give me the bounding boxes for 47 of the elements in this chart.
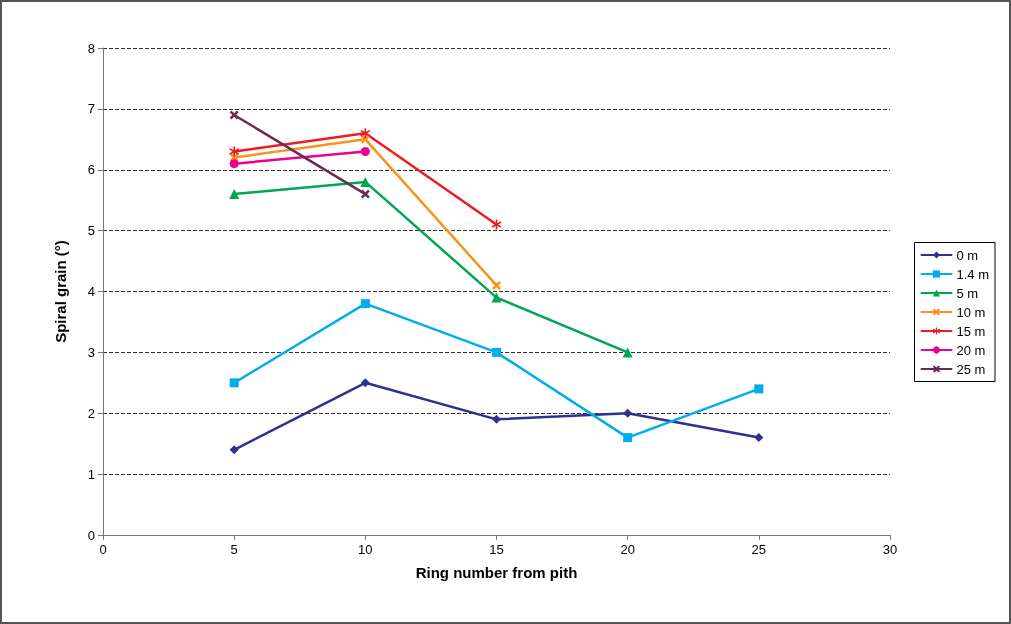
point: [229, 378, 239, 388]
y-tick-label: 0: [87, 527, 95, 543]
point: [360, 146, 370, 156]
y-tick-label: 2: [87, 405, 95, 421]
point: [229, 110, 239, 120]
legend-label: 20 m: [956, 342, 986, 358]
x-tick-label: 25: [751, 542, 767, 557]
x-axis-title: Ring number from pith: [415, 564, 578, 581]
point: [229, 146, 240, 157]
point: [754, 384, 764, 394]
point: [491, 219, 502, 230]
point: [622, 347, 633, 358]
point: [491, 292, 502, 303]
x-tick-label: 30: [882, 542, 898, 557]
x-tick-label: 20: [620, 542, 635, 557]
point: [360, 134, 370, 144]
point: [360, 176, 371, 187]
point: [360, 378, 370, 388]
point: [492, 280, 501, 290]
y-tick-label: 7: [87, 101, 95, 117]
y-axis-title: Spiral grain (°): [52, 240, 69, 343]
point: [754, 433, 764, 443]
legend-label: 1.4 m: [956, 266, 989, 282]
point: [623, 408, 633, 418]
y-tick-label: 5: [87, 223, 95, 239]
point: [360, 189, 370, 199]
point: [229, 159, 239, 169]
legend-label: 5 m: [956, 285, 979, 301]
legend-label: 10 m: [956, 304, 986, 320]
y-tick-label: 1: [87, 466, 95, 482]
x-tick-label: 10: [358, 542, 373, 557]
legend-label: 0 m: [956, 247, 979, 263]
point: [492, 414, 501, 424]
y-tick-label: 8: [87, 40, 95, 56]
point: [229, 189, 240, 200]
point: [623, 433, 633, 443]
y-tick-label: 6: [87, 162, 95, 178]
x-tick-label: 0: [99, 542, 107, 557]
x-tick-label: 15: [489, 542, 504, 557]
x-tick-label: 5: [230, 542, 238, 557]
legend-label: 25 m: [956, 361, 986, 377]
point: [229, 445, 239, 455]
y-tick-label: 3: [87, 344, 95, 360]
y-tick-label: 4: [87, 284, 95, 299]
point: [492, 347, 501, 357]
legend-label: 15 m: [956, 323, 986, 339]
point: [360, 299, 370, 309]
